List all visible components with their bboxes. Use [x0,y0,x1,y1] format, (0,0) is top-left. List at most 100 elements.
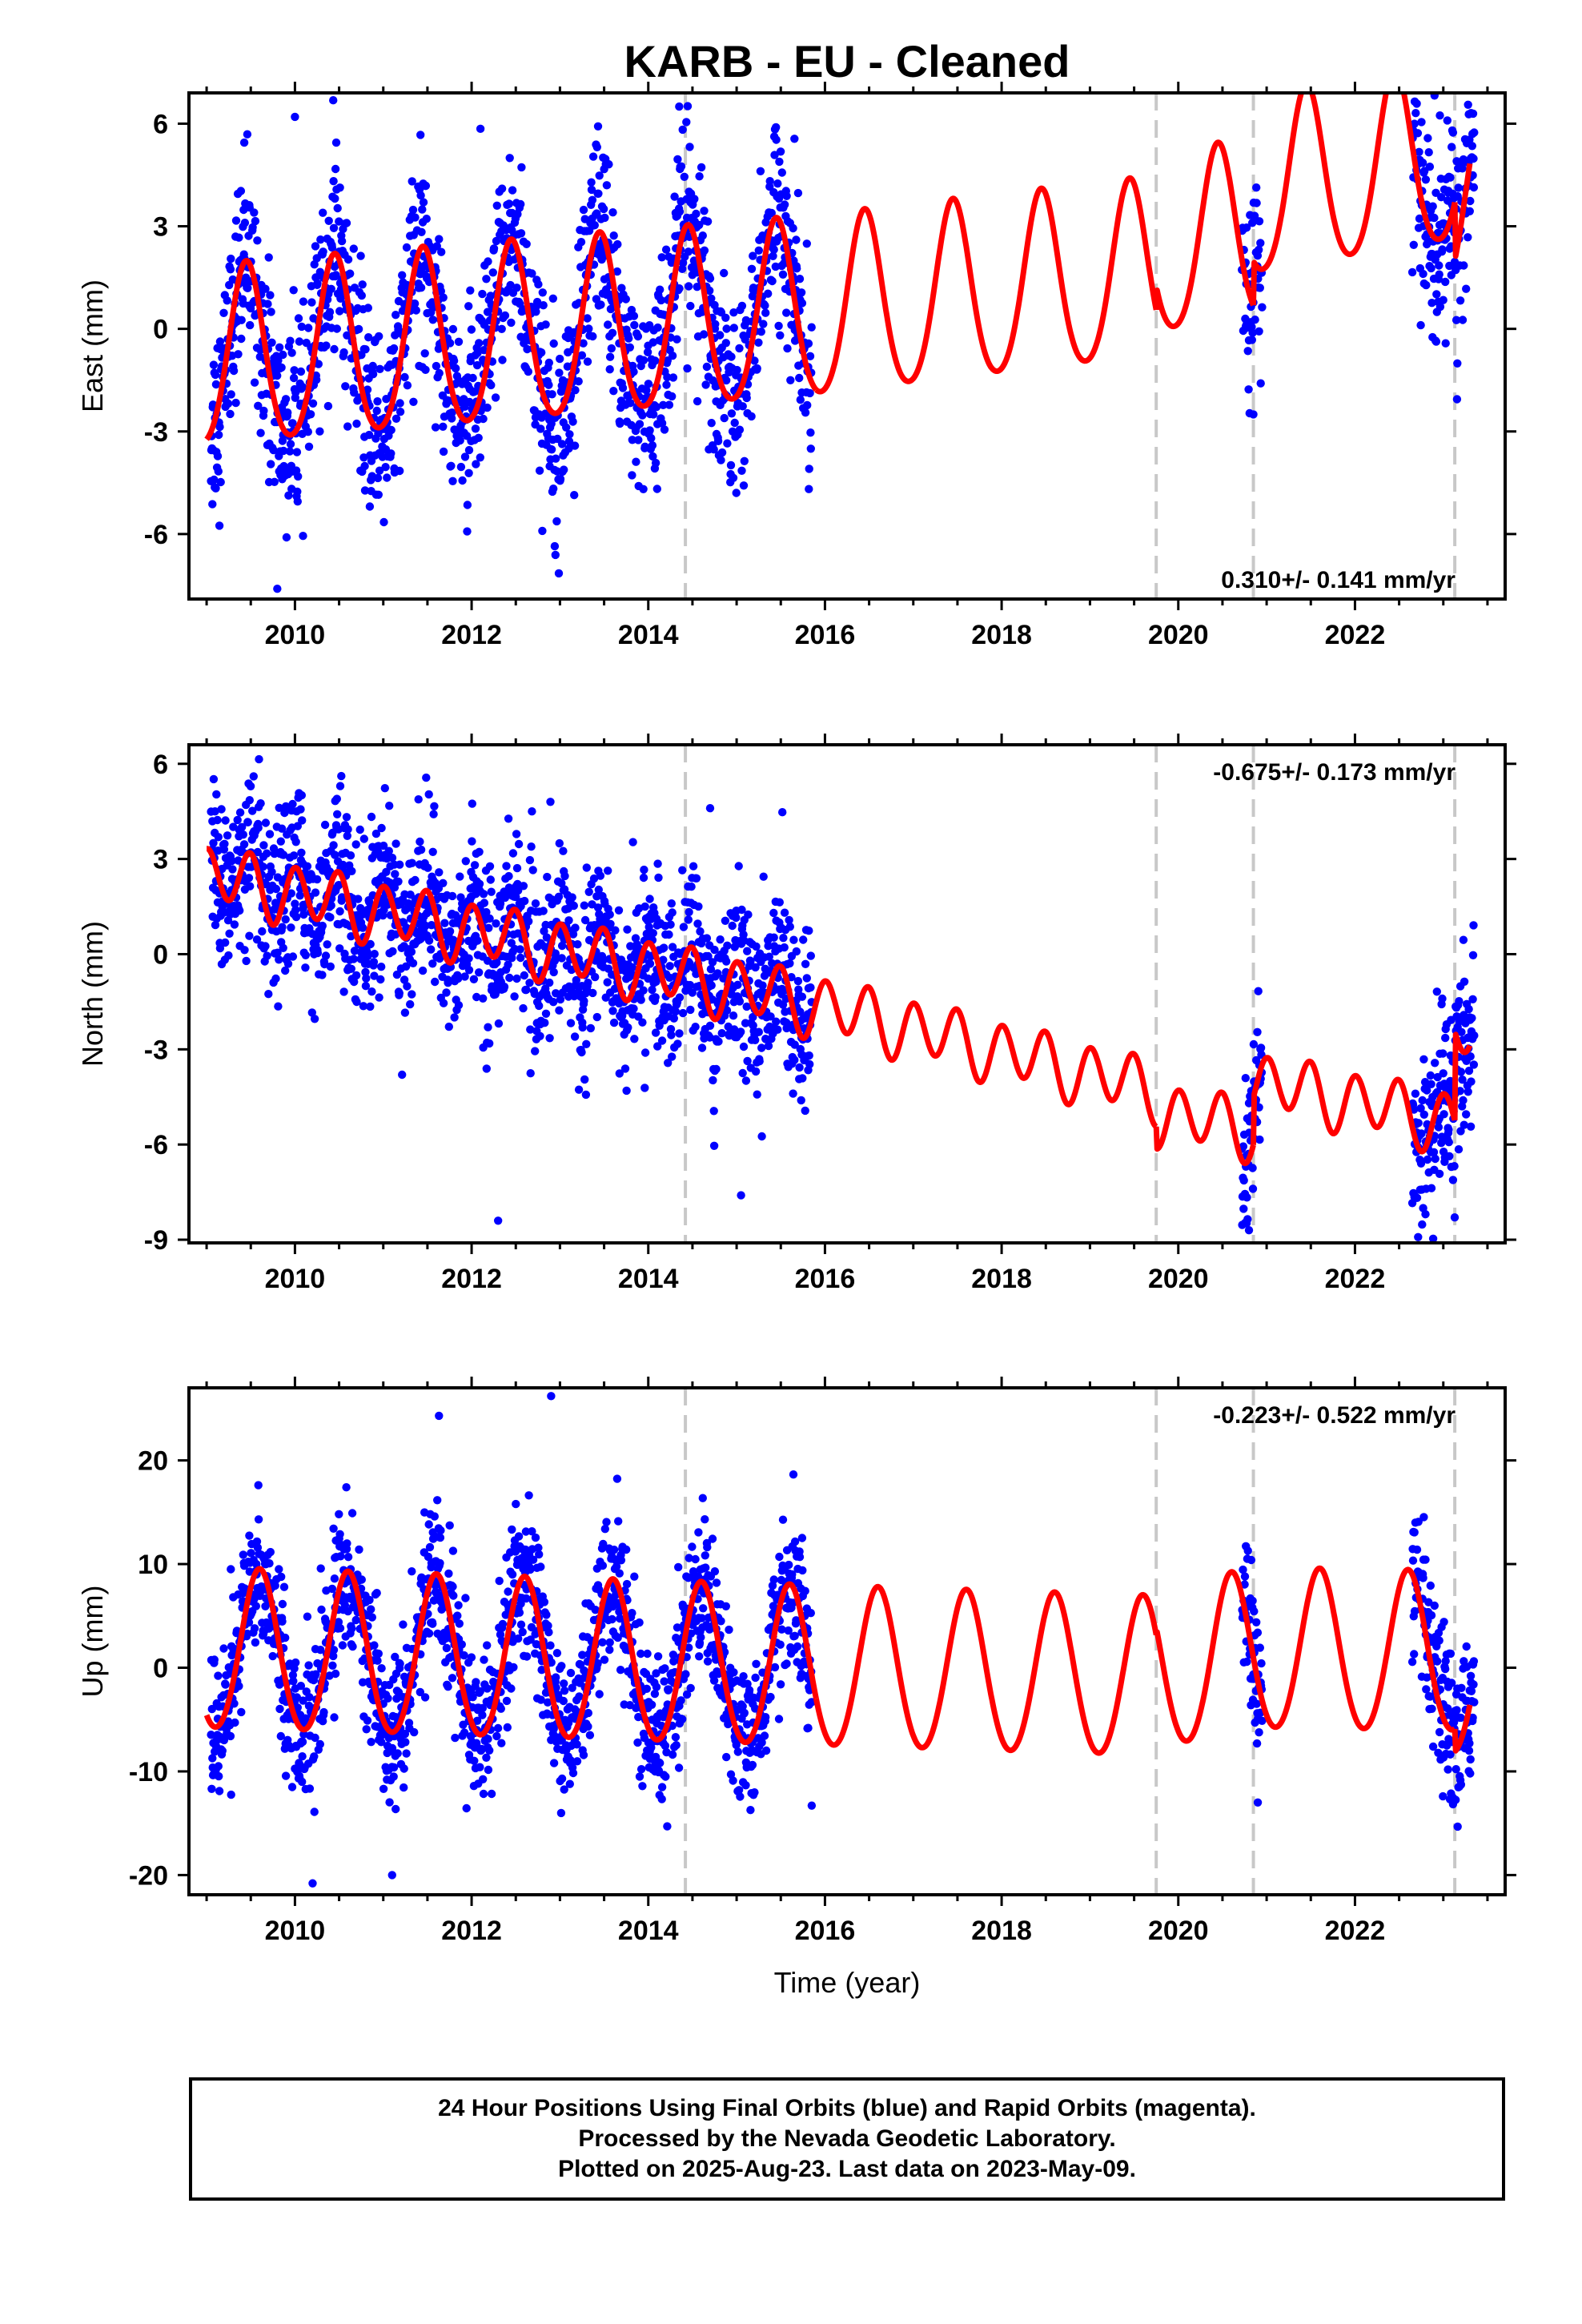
observation-dot [339,348,348,357]
observation-dot [347,964,355,974]
observation-dot [311,888,320,897]
observation-dot [266,1547,275,1557]
observation-dot [1469,921,1478,930]
observation-dot [336,1552,345,1561]
observation-dot [400,1729,410,1739]
observation-dot [298,1737,307,1747]
observation-dot [692,209,701,219]
observation-dot [369,958,379,967]
observation-dot [1428,1234,1438,1243]
observation-dot [343,255,353,264]
observation-dot [628,963,636,972]
observation-dot [428,959,437,968]
observation-dot [346,851,355,860]
observation-dot [214,1671,223,1680]
observation-dot [460,972,469,981]
observation-dot [1437,1139,1446,1148]
observation-dot [565,430,574,439]
observation-dot [396,408,405,416]
observation-dot [207,1704,216,1714]
observation-dot [692,874,701,883]
observation-dot [421,921,430,931]
observation-dot [706,965,716,974]
observation-dot [539,907,548,915]
y-tick-label: -6 [144,1130,168,1160]
observation-dot [747,264,757,273]
observation-dot [296,367,306,376]
observation-dot [729,308,738,317]
observation-dot [1469,183,1479,192]
observation-dot [211,380,221,389]
observation-dot [735,344,744,353]
observation-dot [737,905,746,915]
observation-dot [448,476,457,485]
observation-dot [517,163,526,172]
observation-dot [293,822,302,830]
observation-dot [398,1070,407,1080]
observation-dot [366,939,375,949]
observation-dot [330,1713,339,1722]
observation-dot [542,1610,551,1619]
observation-dot [246,882,255,891]
observation-dot [339,860,347,870]
observation-dot [335,1624,345,1633]
observation-dot [716,331,725,340]
observation-dot [723,439,732,448]
observation-dot [366,1002,375,1011]
observation-dot [343,831,351,841]
observation-dot [372,1589,381,1598]
observation-dot [560,1785,568,1794]
observation-dot [416,191,425,200]
observation-dot [622,1579,632,1589]
observation-dot [444,1683,452,1691]
observation-dot [1432,290,1441,299]
observation-dot [537,348,546,357]
observation-dot [454,1001,464,1010]
observation-dot [288,952,298,961]
observation-dot [497,184,507,193]
observation-dot [723,941,732,951]
observation-dot [1412,1193,1422,1203]
observation-dot [486,875,495,884]
observation-dot [639,873,648,883]
x-tick-label: 2020 [1148,1264,1209,1294]
observation-dot [383,1694,392,1703]
observation-dot [1465,207,1475,215]
observation-dot [705,286,714,296]
observation-dot [1432,987,1442,996]
observation-dot [604,866,612,875]
observation-dot [506,280,515,290]
observation-dot [245,1567,254,1576]
observation-dot [391,870,400,879]
observation-dot [577,351,587,360]
observation-dot [1430,93,1439,100]
observation-dot [628,838,637,846]
observation-dot [456,872,464,881]
observation-dot [363,304,372,312]
observation-dot [243,818,252,826]
observation-dot [396,466,404,476]
observation-dot [722,324,731,333]
observation-dot [685,143,694,151]
observation-dot [478,1711,487,1719]
observation-dot [579,339,588,348]
observation-dot [411,875,420,885]
observation-dot [595,171,604,180]
observation-dot [331,194,339,203]
observation-dot [541,1009,551,1019]
observation-dot [642,1684,651,1693]
observation-dot [1450,1162,1459,1171]
observation-dot [773,1025,782,1034]
observation-dot [769,908,778,918]
observation-dot [361,982,371,991]
observation-dot [777,168,786,177]
observation-dot [445,927,455,936]
observation-dot [338,1641,347,1650]
observation-dot [428,316,437,324]
observation-dot [240,946,249,955]
observation-dot [588,332,597,341]
observation-dot [471,424,480,433]
observation-dot [1456,1087,1464,1096]
observation-dot [1438,245,1447,254]
observation-dot [456,436,464,445]
